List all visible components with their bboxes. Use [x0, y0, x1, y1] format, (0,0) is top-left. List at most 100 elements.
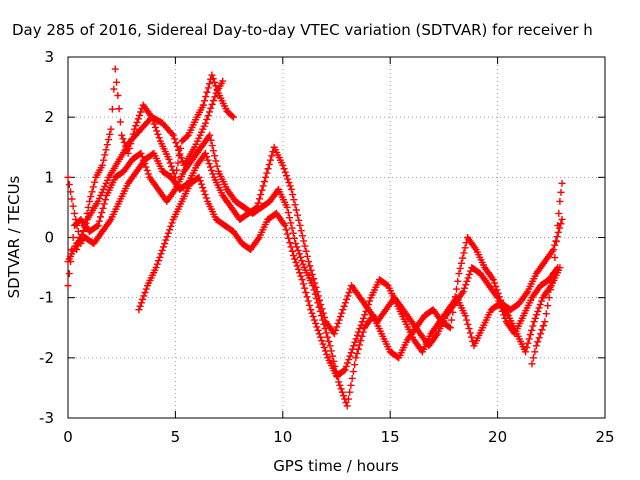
data-point	[157, 250, 165, 258]
data-point	[358, 318, 366, 326]
data-point	[548, 278, 556, 286]
data-point	[356, 325, 364, 333]
data-point	[323, 350, 331, 358]
data-point	[201, 191, 209, 199]
data-point	[103, 141, 111, 149]
data-point	[206, 163, 214, 171]
data-point	[115, 105, 123, 113]
data-point	[297, 253, 305, 261]
data-point	[324, 333, 332, 341]
data-point	[538, 326, 546, 334]
data-point	[259, 182, 267, 190]
data-point	[537, 297, 545, 305]
data-point	[464, 320, 472, 328]
data-point	[530, 318, 538, 326]
data-point	[309, 275, 317, 283]
data-point	[295, 250, 303, 258]
data-point	[452, 285, 460, 293]
data-point	[133, 118, 141, 126]
data-point	[106, 130, 114, 138]
y-tick-label: -3	[39, 409, 54, 427]
data-point	[355, 328, 363, 336]
data-point	[303, 293, 311, 301]
data-point	[309, 313, 317, 321]
data-point	[119, 135, 127, 143]
data-point	[268, 152, 276, 160]
data-point	[171, 135, 179, 143]
data-point	[204, 84, 212, 92]
data-point	[296, 221, 304, 229]
chart-title: Day 285 of 2016, Sidereal Day-to-day VTE…	[12, 21, 593, 39]
x-tick-label: 20	[488, 428, 507, 446]
data-point	[205, 80, 213, 88]
data-point	[158, 246, 166, 254]
data-point	[345, 356, 353, 364]
data-point	[100, 200, 108, 208]
series-2	[64, 131, 566, 410]
data-point	[364, 301, 372, 309]
data-point	[294, 246, 302, 254]
data-point	[206, 131, 214, 139]
data-point	[300, 237, 308, 245]
data-point	[162, 236, 170, 244]
data-point	[288, 224, 296, 232]
data-point	[281, 168, 289, 176]
data-point	[290, 252, 298, 260]
data-point	[153, 127, 161, 135]
x-axis-label: GPS time / hours	[273, 457, 399, 475]
data-point	[318, 337, 326, 345]
data-point	[526, 331, 534, 339]
data-point	[213, 162, 221, 170]
data-point	[290, 196, 298, 204]
data-point	[207, 136, 215, 144]
data-point	[340, 367, 348, 375]
data-point	[489, 276, 497, 284]
data-point	[456, 264, 464, 272]
data-point	[326, 342, 334, 350]
data-point	[286, 182, 294, 190]
data-point	[212, 157, 220, 165]
data-point	[100, 156, 108, 164]
data-point	[336, 313, 344, 321]
data-point	[285, 234, 293, 242]
data-point	[534, 338, 542, 346]
data-point	[343, 295, 351, 303]
data-point	[105, 136, 113, 144]
data-point	[169, 131, 177, 139]
data-point	[203, 153, 211, 161]
data-point	[201, 119, 209, 127]
data-point	[166, 226, 174, 234]
data-point	[310, 316, 318, 324]
data-point	[280, 165, 288, 173]
data-point	[308, 309, 316, 317]
x-tick-label: 5	[171, 428, 181, 446]
data-point	[545, 294, 553, 302]
data-point	[552, 238, 560, 246]
data-point	[322, 329, 330, 337]
data-point	[284, 209, 292, 217]
data-point	[173, 166, 181, 174]
data-point	[542, 310, 550, 318]
data-point	[288, 247, 296, 255]
data-point	[208, 100, 216, 108]
data-point	[202, 93, 210, 101]
x-tick-label: 25	[595, 428, 614, 446]
series-6	[528, 179, 566, 368]
data-point	[299, 280, 307, 288]
data-point	[318, 305, 326, 313]
data-point	[307, 266, 315, 274]
data-point	[357, 321, 365, 329]
data-point	[291, 201, 299, 209]
data-point	[161, 240, 169, 248]
data-point	[111, 65, 119, 73]
y-tick-label: 0	[44, 229, 54, 247]
data-point	[137, 149, 145, 157]
data-point	[154, 130, 162, 138]
y-tick-label: 1	[44, 168, 54, 186]
data-point	[183, 132, 191, 140]
data-point	[196, 177, 204, 185]
data-point	[345, 289, 353, 297]
data-point	[64, 173, 72, 181]
data-point	[362, 307, 370, 315]
data-point	[175, 146, 183, 154]
